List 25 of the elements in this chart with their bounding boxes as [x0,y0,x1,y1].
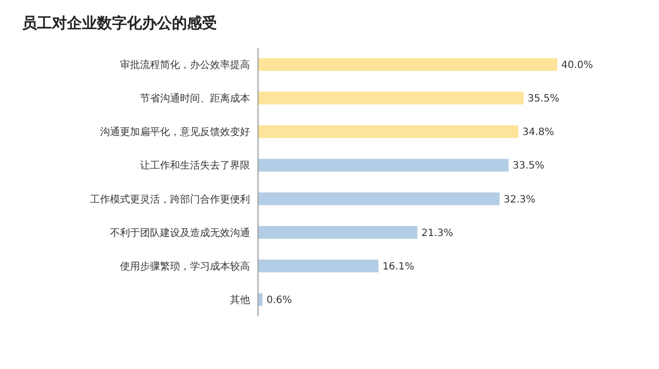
bar [258,226,418,239]
bar [258,125,518,138]
bar [258,293,262,306]
data-label: 32.3% [504,194,536,206]
data-label: 34.8% [522,127,554,138]
bar [258,58,558,71]
bar [258,92,524,104]
y-tick-label: 沟通更加扁平化，意见反馈效变好 [100,126,250,138]
bar [258,192,500,206]
y-tick-label: 让工作和生活失去了界限 [140,160,250,172]
text: 员工对企业数字化办公的感受 [22,14,217,32]
bar [258,260,378,272]
y-tick-label: 节省沟通时间、距离成本 [140,92,250,105]
bar [258,158,509,172]
data-label: 40.0% [561,60,594,71]
data-label: 0.6% [266,295,292,306]
y-tick-label: 其他 [230,294,250,306]
y-tick-label: 审批流程简化，办公效率提高 [120,58,250,71]
data-label: 21.3% [421,228,454,239]
data-label: 33.5% [512,160,544,172]
y-tick-label: 不利于团队建设及造成无效沟通 [110,226,250,239]
y-tick-label: 使用步骤繁琐，学习成本较高 [120,260,250,272]
data-label: 16.1% [382,261,414,272]
y-tick-label: 工作模式更灵活，跨部门合作更便利 [90,193,250,206]
data-label: 35.5% [528,94,560,105]
